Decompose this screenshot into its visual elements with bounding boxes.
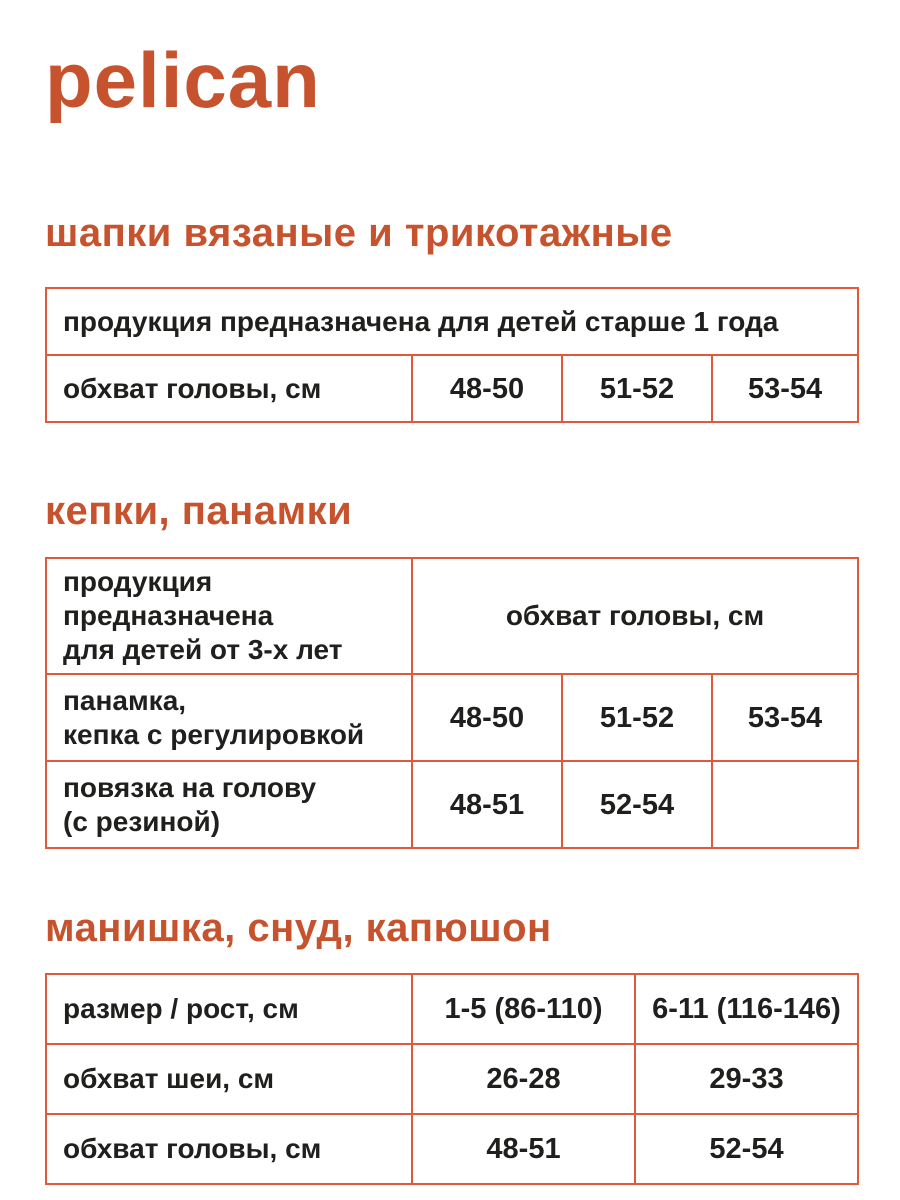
size-cell: 1-5 (86-110): [411, 973, 636, 1045]
table-row: обхват головы, см 48-50 51-52 53-54: [45, 354, 860, 423]
size-cell: 29-33: [634, 1043, 859, 1115]
size-cell: 48-50: [411, 354, 563, 423]
table-row: продукция предназначена для детей старше…: [44, 287, 860, 356]
row-label-head-girth: обхват головы, см: [45, 1113, 413, 1185]
table-row: продукция предназначена для детей от 3-х…: [45, 557, 860, 675]
neck-size-table: размер / рост, см 1-5 (86-110) 6-11 (116…: [45, 973, 859, 1185]
table-row: обхват шеи, см 26-28 29-33: [45, 1043, 859, 1115]
section-title-hats: шапки вязаные и трикотажные: [45, 211, 673, 255]
head-girth-header-cell: обхват головы, см: [410, 557, 860, 675]
table-row: панамка, кепка с регулировкой 48-50 51-5…: [45, 673, 860, 762]
hats-size-table: продукция предназначена для детей старше…: [44, 287, 860, 423]
row-label-neck-girth: обхват шеи, см: [45, 1043, 413, 1115]
size-cell: 51-52: [561, 673, 713, 762]
age-note-cell: продукция предназначена для детей от 3-х…: [45, 557, 413, 675]
size-cell: 26-28: [411, 1043, 636, 1115]
size-cell: 48-51: [411, 760, 563, 849]
caps-size-table: продукция предназначена для детей от 3-х…: [45, 557, 860, 849]
brand-logo: pelican: [45, 36, 321, 124]
size-cell: 52-54: [561, 760, 713, 849]
size-cell: 52-54: [634, 1113, 859, 1185]
size-cell: 48-50: [411, 673, 563, 762]
section-title-neck: манишка, снуд, капюшон: [45, 906, 552, 950]
size-cell: 51-52: [561, 354, 713, 423]
size-cell: 53-54: [710, 673, 860, 762]
table-row: обхват головы, см 48-51 52-54: [45, 1113, 859, 1185]
size-cell: 48-51: [411, 1113, 636, 1185]
table-row: повязка на голову (с резиной) 48-51 52-5…: [45, 760, 860, 849]
table-row: размер / рост, см 1-5 (86-110) 6-11 (116…: [45, 973, 859, 1045]
size-cell-empty: [710, 760, 860, 849]
row-label-headband: повязка на голову (с резиной): [45, 760, 413, 849]
row-label-size-height: размер / рост, см: [45, 973, 413, 1045]
section-title-caps: кепки, панамки: [45, 489, 353, 533]
row-label-head-girth: обхват головы, см: [45, 354, 413, 423]
row-label-panama: панамка, кепка с регулировкой: [45, 673, 413, 762]
age-note-cell: продукция предназначена для детей старше…: [44, 287, 860, 356]
size-cell: 6-11 (116-146): [634, 973, 859, 1045]
size-cell: 53-54: [710, 354, 860, 423]
